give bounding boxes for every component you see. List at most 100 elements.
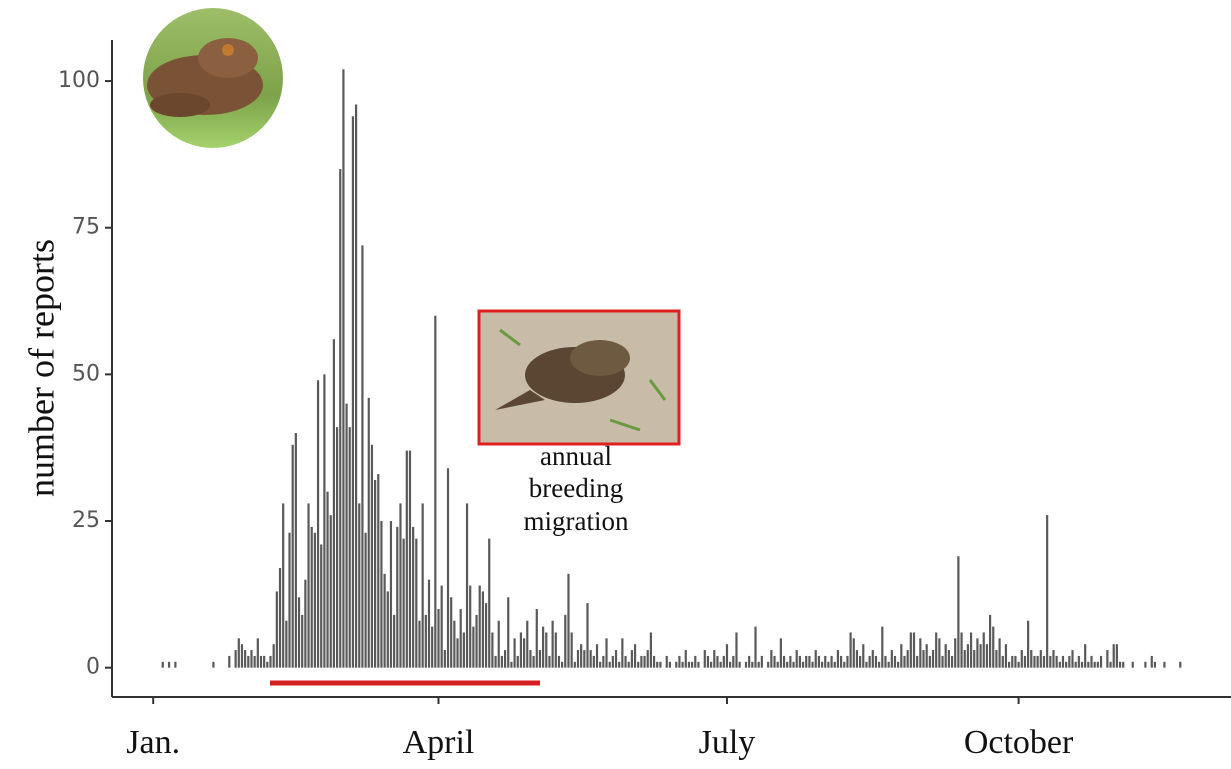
bar (833, 661, 836, 668)
bar (288, 532, 291, 668)
bar (396, 526, 399, 668)
bar (570, 632, 573, 668)
bar (754, 626, 757, 668)
bar (589, 650, 592, 668)
bar (529, 650, 532, 668)
bar (602, 655, 605, 668)
bar (253, 655, 256, 668)
bar (931, 650, 935, 668)
bar (450, 597, 453, 668)
bar (817, 655, 821, 668)
bar (1071, 650, 1074, 668)
migration-photo (477, 309, 681, 446)
bar (719, 661, 722, 668)
bar (969, 632, 973, 668)
bar (1115, 644, 1118, 668)
bar (852, 638, 855, 668)
bar (995, 650, 998, 668)
bar (326, 491, 329, 668)
bar (1052, 650, 1055, 668)
bar (503, 650, 507, 668)
bar (786, 661, 789, 668)
bar (976, 638, 979, 668)
bar (1061, 655, 1065, 668)
bar (263, 655, 266, 668)
bar (922, 650, 925, 668)
bar (374, 479, 377, 668)
bar (399, 503, 402, 668)
bar (808, 655, 811, 668)
bar (266, 661, 269, 668)
bar (767, 661, 770, 668)
x-tick-label: July (699, 724, 756, 761)
bar (446, 468, 450, 668)
bar (890, 650, 893, 668)
bar (405, 450, 408, 668)
bar (665, 655, 668, 668)
bar (874, 655, 878, 668)
bar (675, 661, 678, 668)
bar (773, 655, 776, 668)
bar (240, 644, 244, 668)
bar (900, 644, 903, 668)
bar (259, 655, 263, 668)
bar (380, 521, 383, 668)
bar (339, 169, 342, 668)
bar (1039, 650, 1042, 668)
bar (729, 661, 732, 668)
bar (846, 655, 849, 668)
bar (418, 620, 421, 668)
bar (871, 650, 874, 668)
bar (301, 614, 304, 668)
bar (748, 655, 751, 668)
bar (431, 626, 434, 668)
bar (649, 632, 652, 668)
bar (456, 638, 459, 668)
bar (614, 650, 618, 668)
bar (383, 573, 386, 668)
bar (408, 450, 412, 668)
bar (865, 661, 868, 668)
bar (732, 655, 735, 668)
bar (1058, 661, 1061, 668)
bar (329, 515, 332, 668)
bar (599, 661, 602, 668)
bar (716, 655, 719, 668)
bar (681, 661, 684, 668)
bar (507, 597, 510, 668)
bar (1042, 655, 1046, 668)
bar (779, 638, 782, 668)
bar (1074, 661, 1077, 668)
bar (643, 655, 646, 668)
bar (938, 638, 941, 668)
bar (627, 661, 630, 668)
bar (950, 655, 954, 668)
bar (738, 661, 741, 668)
bar (668, 661, 672, 668)
bar (275, 591, 278, 668)
bar (957, 556, 960, 668)
bar (1068, 655, 1071, 668)
bar (434, 315, 437, 668)
bar (985, 644, 989, 668)
bar (725, 644, 729, 668)
bar (491, 632, 494, 668)
bar (906, 650, 909, 668)
bar (611, 655, 614, 668)
bar (868, 655, 871, 668)
bar (843, 661, 846, 668)
bar (291, 444, 294, 668)
annotation: annual (540, 441, 612, 471)
bar (646, 650, 649, 668)
bar (963, 650, 966, 668)
bar (167, 661, 171, 668)
bar (1087, 661, 1090, 668)
bar (304, 579, 307, 668)
bar (576, 650, 580, 668)
bar (564, 614, 567, 668)
bar (1163, 661, 1166, 668)
x-tick-label: April (403, 724, 475, 761)
bar (988, 614, 992, 668)
bar (1096, 661, 1099, 668)
bar (1112, 644, 1115, 668)
